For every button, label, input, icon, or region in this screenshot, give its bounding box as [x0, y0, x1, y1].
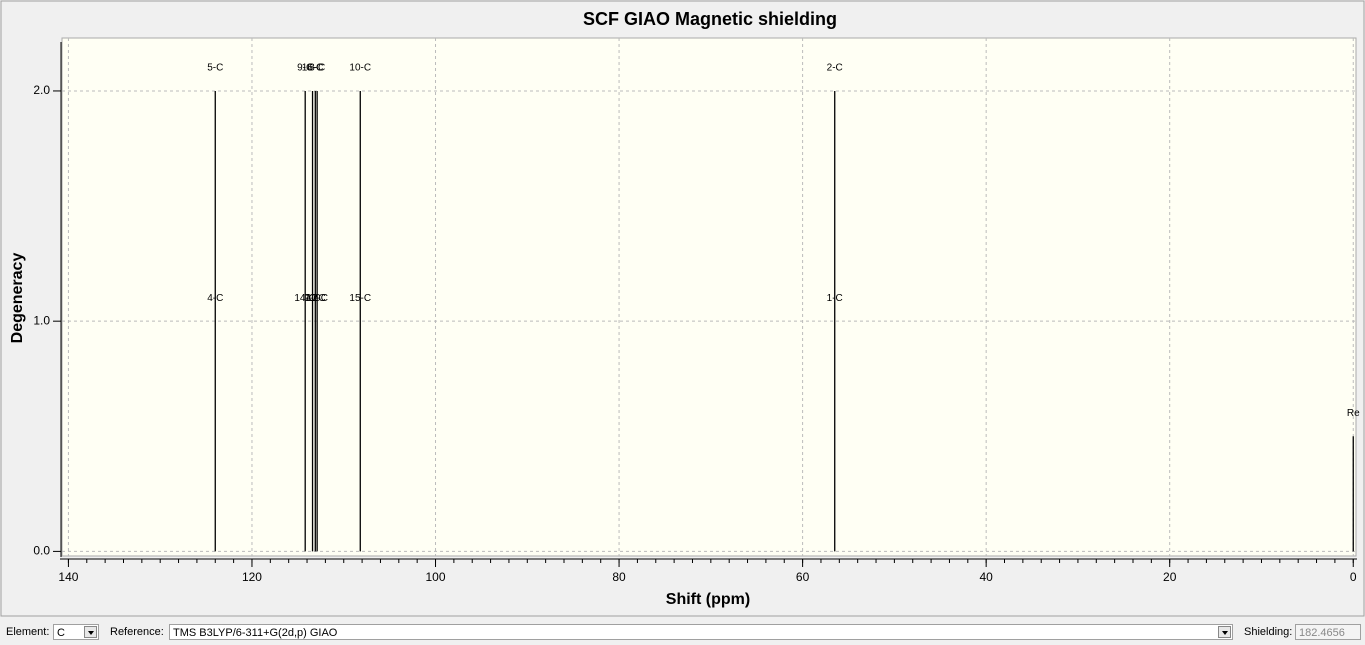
y-axis-label: Degeneracy: [9, 253, 26, 344]
x-tick-label: 60: [796, 570, 810, 584]
x-tick-label: 140: [58, 570, 78, 584]
reference-select[interactable]: TMS B3LYP/6-311+G(2d,p) GIAO: [169, 624, 1233, 640]
peak-label: 6-C: [307, 63, 323, 74]
plot-area: [61, 37, 1357, 557]
shielding-field: 182.4656: [1295, 624, 1361, 640]
chart-title: SCF GIAO Magnetic shielding: [583, 9, 837, 29]
peak-label: 10-C: [349, 63, 371, 74]
peak-label: 1-C: [827, 293, 843, 304]
x-tick-label: 80: [612, 570, 626, 584]
peak-label: 4-C: [207, 293, 223, 304]
y-tick-label: 2.0: [33, 83, 50, 97]
peak-label: 5-C: [207, 63, 223, 74]
peak-label: 14-C: [294, 293, 316, 304]
x-tick-label: 0: [1350, 570, 1357, 584]
peak-label: 16-C: [302, 63, 324, 74]
peak-label: Re: [1347, 408, 1360, 419]
x-tick-label: 20: [1163, 570, 1177, 584]
element-select[interactable]: C: [53, 624, 99, 640]
shielding-label: Shielding:: [1244, 626, 1293, 638]
y-tick-label: 1.0: [33, 313, 50, 327]
peak-label: 15-C: [349, 293, 371, 304]
x-tick-label: 100: [426, 570, 446, 584]
reference-label: Reference:: [110, 626, 164, 638]
peak-label: 12-C: [306, 293, 328, 304]
peak-label: 7-C: [304, 293, 320, 304]
x-tick-label: 120: [242, 570, 262, 584]
element-value: C: [57, 627, 65, 639]
x-tick-label: 40: [979, 570, 993, 584]
chart: SCF GIAO Magnetic shielding Shift (ppm) …: [0, 0, 1365, 617]
peak-label: 11-C: [305, 293, 326, 304]
control-bar: Element: C Reference: TMS B3LYP/6-311+G(…: [0, 620, 1365, 645]
peak-label: 9-C: [297, 63, 313, 74]
x-axis-label: Shift (ppm): [666, 591, 750, 608]
reference-value: TMS B3LYP/6-311+G(2d,p) GIAO: [173, 627, 338, 639]
y-tick-label: 0.0: [33, 544, 50, 558]
peak-label: 2-C: [827, 63, 843, 74]
element-label: Element:: [6, 626, 50, 638]
peak-label: 8-C: [309, 63, 325, 74]
